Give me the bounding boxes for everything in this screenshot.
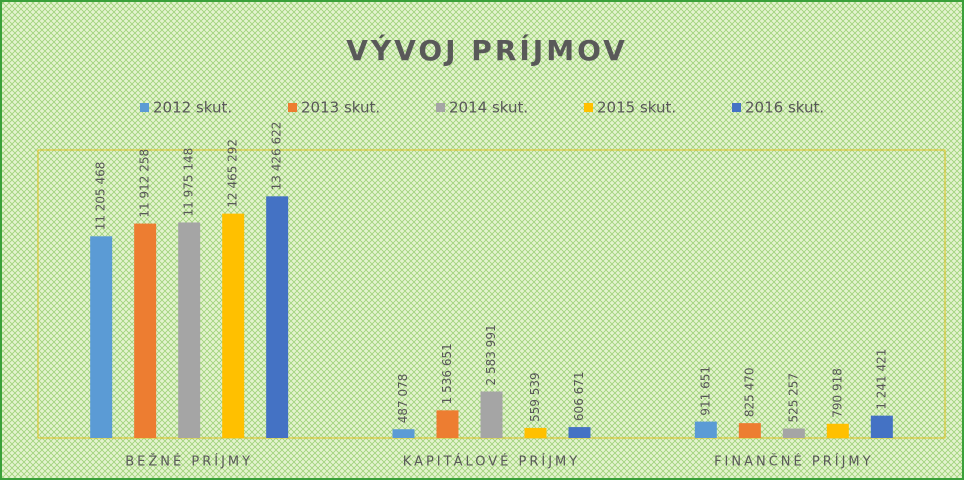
legend-label: 2013 skut. — [301, 99, 380, 117]
bar — [568, 427, 591, 438]
bar — [782, 428, 805, 438]
legend-label: 2014 skut. — [449, 99, 528, 117]
data-label: 487 078 — [396, 374, 410, 424]
data-label: 559 539 — [528, 372, 542, 422]
data-label: 1 241 421 — [874, 349, 888, 410]
bar — [694, 421, 717, 438]
bar — [392, 429, 415, 438]
bar — [738, 423, 761, 438]
legend-label: 2015 skut. — [597, 99, 676, 117]
data-label: 911 651 — [698, 366, 712, 416]
bar — [134, 223, 157, 438]
bar — [524, 427, 547, 438]
data-label: 790 918 — [830, 368, 844, 418]
legend-label: 2012 skut. — [153, 99, 232, 117]
data-label: 825 470 — [742, 368, 756, 418]
bar — [480, 391, 503, 438]
x-tick-label: FINANČNÉ PRÍJMY — [714, 454, 874, 470]
bar — [826, 423, 849, 438]
chart-title: VÝVOJ PRÍJMOV — [346, 33, 628, 67]
legend-swatch — [140, 103, 149, 112]
data-label: 525 257 — [786, 373, 800, 423]
bar — [266, 196, 289, 438]
x-tick-label: KAPITÁLOVÉ PRÍJMY — [403, 454, 580, 470]
legend-swatch — [436, 103, 445, 112]
legend-swatch — [732, 103, 741, 112]
bar — [178, 222, 201, 438]
bar — [436, 410, 459, 438]
bar — [222, 213, 245, 438]
data-label: 11 975 148 — [182, 148, 196, 217]
data-label: 606 671 — [572, 371, 586, 421]
bar — [90, 236, 113, 438]
legend-label: 2016 skut. — [745, 99, 824, 117]
data-label: 11 912 258 — [138, 149, 152, 218]
data-label: 12 465 292 — [226, 139, 240, 208]
data-label: 2 583 991 — [484, 324, 498, 385]
legend-swatch — [288, 103, 297, 112]
data-label: 1 536 651 — [440, 343, 454, 404]
data-label: 13 426 622 — [270, 122, 284, 191]
x-tick-label: BEŽNÉ PRÍJMY — [125, 454, 253, 470]
data-label: 11 205 468 — [94, 162, 108, 231]
legend-swatch — [584, 103, 593, 112]
bar — [870, 415, 893, 438]
